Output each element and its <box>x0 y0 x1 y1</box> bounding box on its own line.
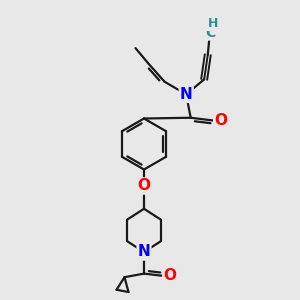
Text: N: N <box>138 244 150 260</box>
Text: O: O <box>214 113 227 128</box>
Text: O: O <box>163 268 176 284</box>
Text: H: H <box>208 17 218 30</box>
Text: O: O <box>137 178 151 194</box>
Text: N: N <box>180 87 193 102</box>
Text: C: C <box>205 26 215 40</box>
